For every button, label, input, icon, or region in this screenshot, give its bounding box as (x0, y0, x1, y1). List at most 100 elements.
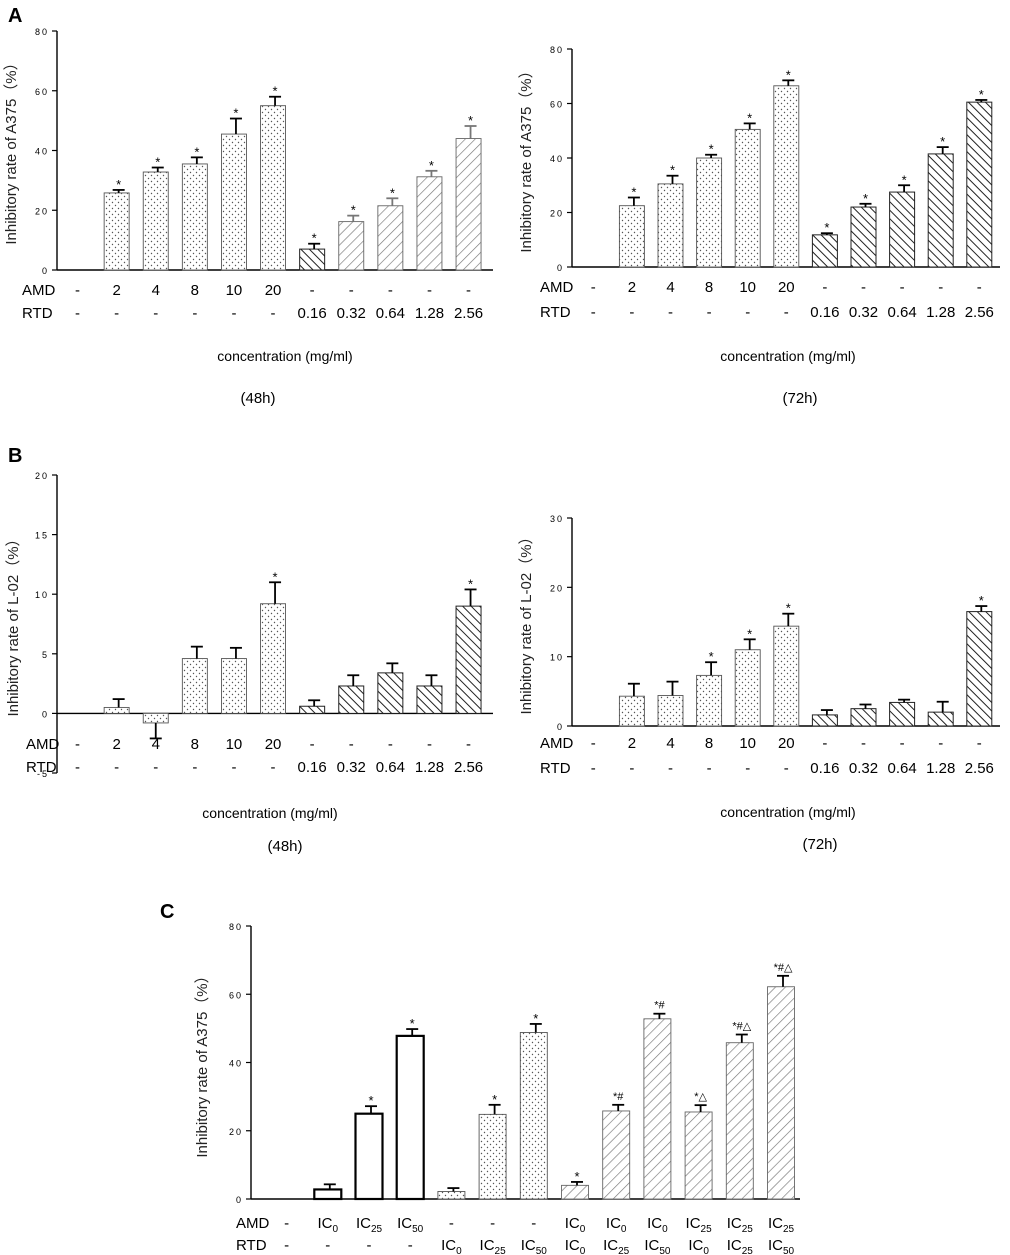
rtd-label: - (745, 760, 750, 777)
rtd-label: IC50 (521, 1237, 548, 1255)
amd-label: - (349, 736, 354, 753)
bar (618, 695, 645, 727)
row-header-rtd: RTD (540, 304, 571, 321)
rtd-label: 1.28 (415, 305, 444, 322)
amd-label: 10 (739, 279, 756, 296)
bar (377, 672, 404, 714)
amd-label: - (900, 279, 905, 296)
significance-marker: * (902, 172, 907, 187)
rtd-label: 1.28 (926, 760, 955, 777)
bar (657, 183, 684, 268)
rtd-label: IC50 (768, 1237, 795, 1255)
amd-label: - (861, 279, 866, 296)
significance-marker: * (116, 177, 121, 192)
rtd-label: - (284, 1237, 289, 1254)
significance-marker: * (368, 1093, 373, 1108)
y-tick-label: 60 (229, 990, 243, 1000)
rtd-label: - (153, 305, 158, 322)
y-tick-label: 80 (229, 922, 243, 932)
bar (927, 711, 954, 727)
y-tick-label: 0 (557, 722, 564, 732)
amd-label: IC0 (606, 1215, 627, 1235)
rtd-label: 0.64 (376, 305, 405, 322)
amd-label: 20 (778, 279, 795, 296)
amd-label: - (938, 735, 943, 752)
bar (696, 674, 723, 727)
amd-label: 10 (226, 736, 243, 753)
amd-label: 10 (739, 735, 756, 752)
bar (767, 986, 795, 1200)
rtd-label: - (784, 760, 789, 777)
amd-label: 4 (152, 282, 160, 299)
rtd-label: - (271, 305, 276, 322)
amd-label: - (466, 736, 471, 753)
bar (354, 1112, 384, 1201)
rtd-label: 0.16 (810, 760, 839, 777)
rtd-label: - (629, 760, 634, 777)
significance-marker: *#△ (732, 1021, 751, 1033)
rtd-label: 0.16 (810, 304, 839, 321)
amd-label: 4 (666, 735, 674, 752)
significance-marker: * (709, 142, 714, 157)
amd-label: - (349, 282, 354, 299)
bar (455, 138, 482, 271)
row-header-amd: AMD (236, 1215, 270, 1232)
bar (103, 706, 130, 714)
significance-marker: *△ (694, 1091, 707, 1103)
rtd-label: - (707, 760, 712, 777)
rtd-label: 0.32 (849, 304, 878, 321)
significance-marker: * (155, 155, 160, 170)
x-axis-label: concentration (mg/ml) (217, 348, 352, 364)
rtd-label: - (408, 1237, 413, 1254)
rtd-label: 2.56 (965, 760, 994, 777)
significance-marker: * (533, 1011, 538, 1026)
rtd-label: - (153, 759, 158, 776)
bar (103, 192, 130, 271)
y-tick-label: 10 (550, 653, 564, 663)
bar (519, 1032, 548, 1200)
time-label: (72h) (782, 390, 817, 407)
significance-marker: *# (613, 1091, 624, 1103)
y-tick-label: -5 (37, 769, 49, 779)
rtd-label: - (75, 305, 80, 322)
bar (437, 1191, 466, 1200)
amd-label: - (861, 735, 866, 752)
bar (561, 1184, 589, 1200)
y-axis-label: Inhibitory rate of L-02（%） (5, 531, 22, 716)
amd-label: - (388, 736, 393, 753)
row-header-amd: AMD (26, 736, 60, 753)
rtd-label: 0.64 (887, 304, 916, 321)
significance-marker: * (429, 158, 434, 173)
rtd-label: - (192, 305, 197, 322)
y-tick-label: 40 (35, 147, 49, 157)
bar (478, 1113, 507, 1200)
bar (850, 206, 877, 268)
bar (725, 1042, 754, 1200)
amd-label: - (466, 282, 471, 299)
row-header-rtd: RTD (236, 1237, 267, 1254)
bar (395, 1034, 425, 1201)
rtd-label: - (745, 304, 750, 321)
bar (299, 248, 326, 271)
bar (966, 611, 993, 727)
y-tick-label: 30 (550, 514, 564, 524)
amd-label: - (531, 1215, 536, 1232)
bar (850, 708, 877, 727)
amd-label: 8 (705, 279, 713, 296)
rtd-label: IC0 (441, 1237, 462, 1255)
significance-marker: * (863, 191, 868, 206)
bar (773, 625, 800, 727)
amd-label: - (388, 282, 393, 299)
amd-label: IC50 (397, 1215, 424, 1235)
bar (142, 171, 169, 271)
bar (684, 1111, 713, 1200)
time-label: (48h) (240, 390, 275, 407)
significance-marker: * (747, 110, 752, 125)
y-tick-label: 60 (35, 87, 49, 97)
y-tick-label: 20 (229, 1127, 243, 1137)
rtd-label: 0.32 (337, 305, 366, 322)
y-axis-label: Inhibitory rate of L-02（%） (518, 529, 535, 714)
y-tick-label: 40 (229, 1059, 243, 1069)
amd-label: 8 (705, 735, 713, 752)
rtd-label: 2.56 (454, 759, 483, 776)
